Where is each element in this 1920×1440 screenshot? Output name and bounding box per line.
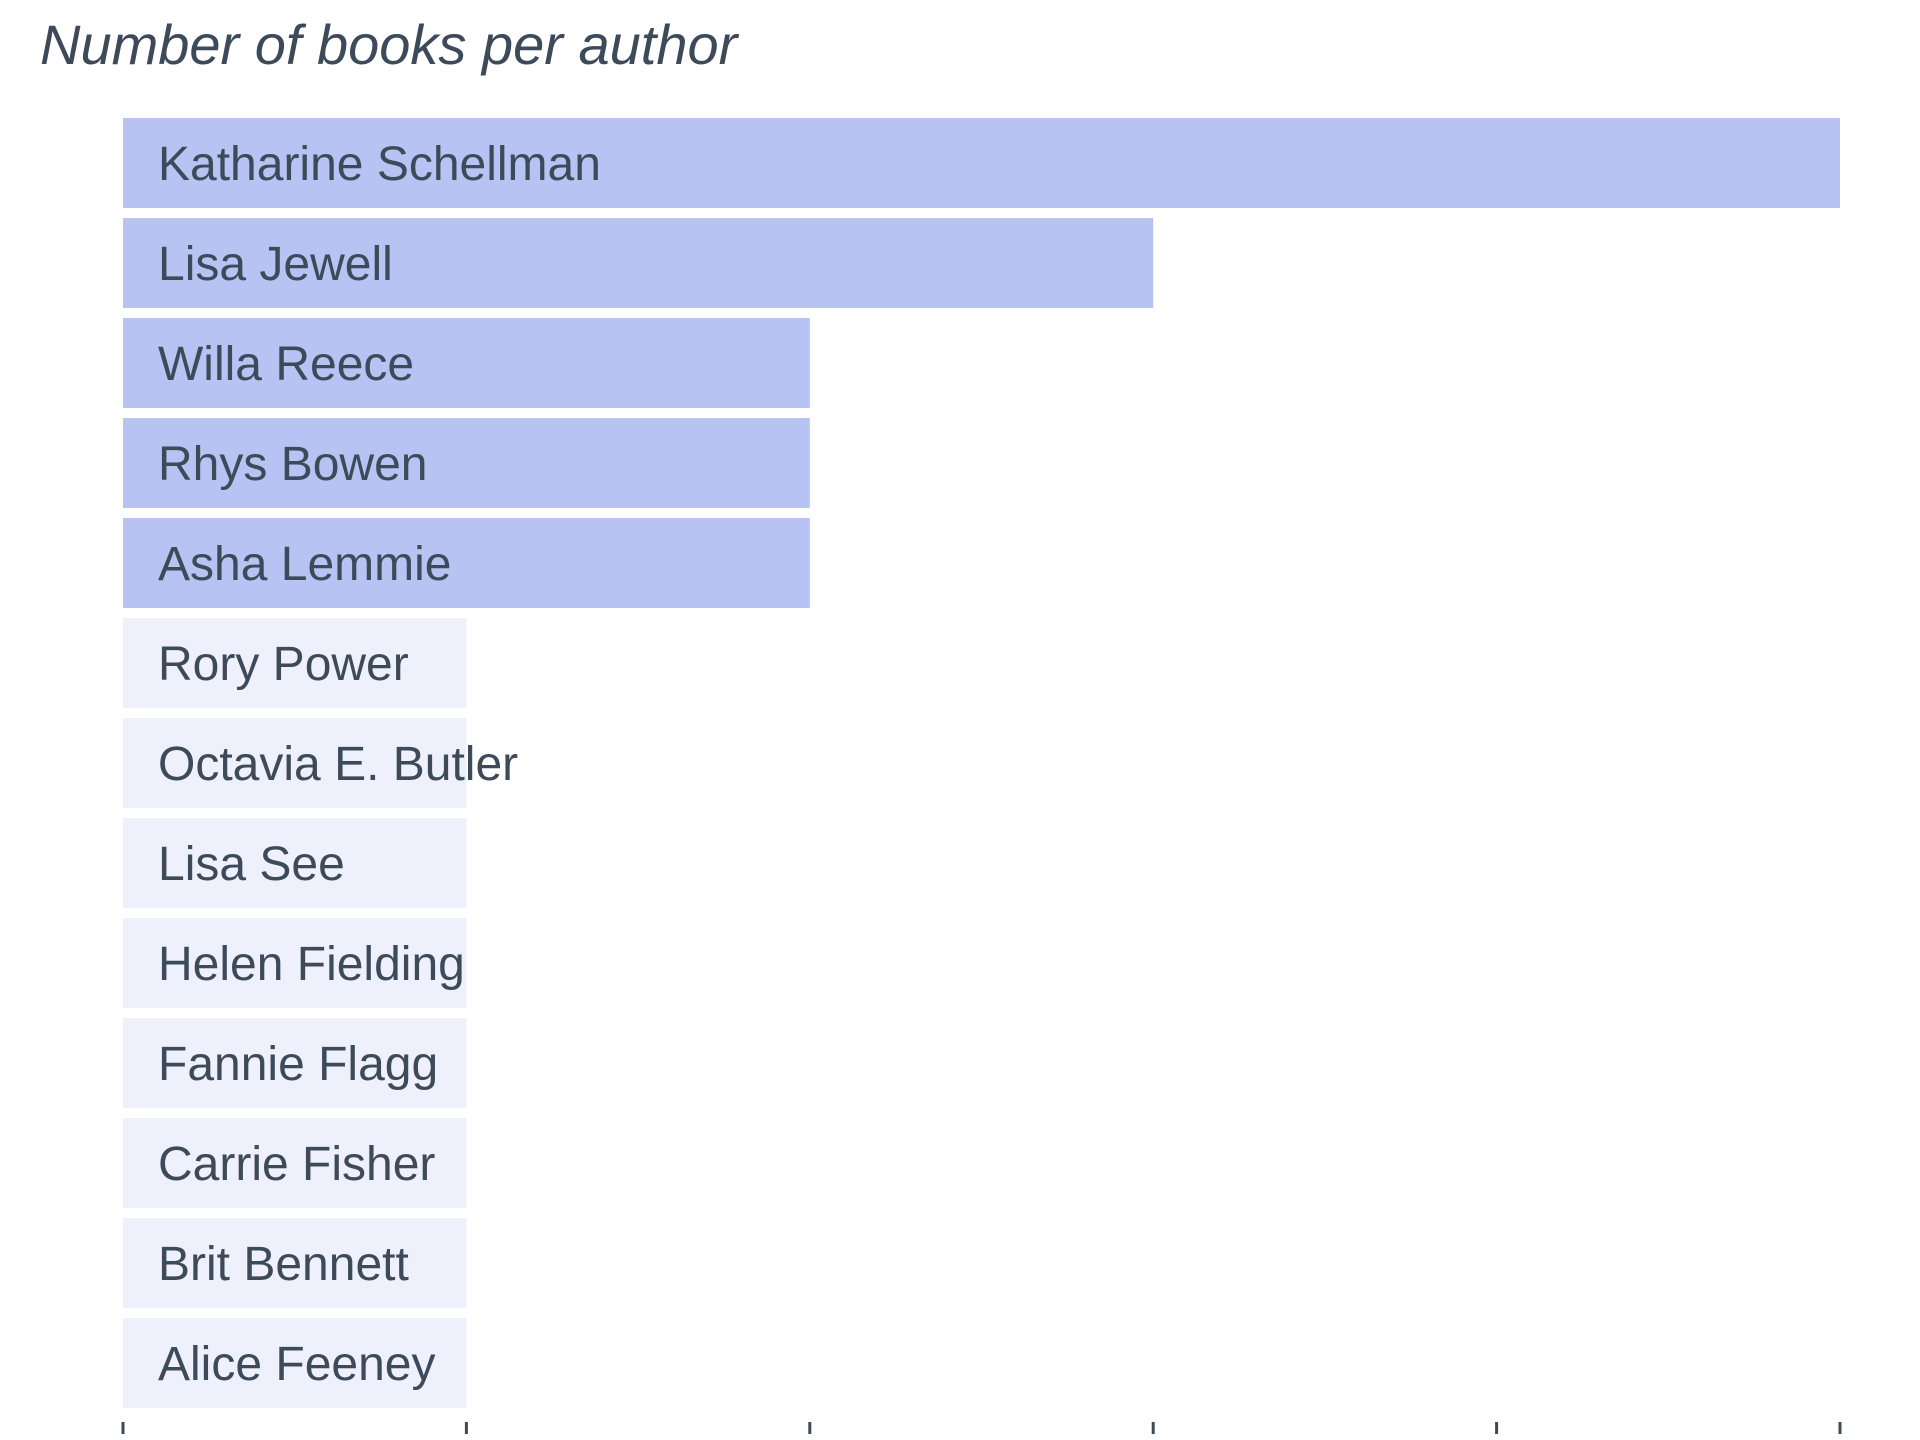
bar-label: Asha Lemmie (158, 538, 451, 591)
bar-label: Rhys Bowen (158, 438, 427, 491)
bar-label: Willa Reece (158, 338, 414, 391)
bar-lisa-jewell (123, 218, 1154, 308)
bar-katharine-schellman (123, 118, 1840, 208)
bar-asha-lemmie (123, 518, 810, 608)
bar-label: Brit Bennett (158, 1238, 409, 1291)
bar-label: Alice Feeney (158, 1338, 435, 1391)
bar-label: Rory Power (158, 638, 409, 691)
bar-label: Helen Fielding (158, 938, 465, 991)
bar-alice-feeney (123, 1318, 467, 1408)
bar-brit-bennett (123, 1218, 467, 1308)
bar-label: Carrie Fisher (158, 1138, 435, 1191)
bar-label: Lisa Jewell (158, 238, 393, 291)
bars-group (123, 118, 1840, 1408)
bar-helen-fielding (123, 918, 467, 1008)
bar-label: Fannie Flagg (158, 1038, 438, 1091)
bar-label: Lisa See (158, 838, 345, 891)
bar-fannie-flagg (123, 1018, 467, 1108)
bar-carrie-fisher (123, 1118, 467, 1208)
bar-label: Katharine Schellman (158, 138, 601, 191)
bar-octavia-e-butler (123, 718, 467, 808)
bar-lisa-see (123, 818, 467, 908)
bar-rhys-bowen (123, 418, 810, 508)
bar-labels-group: Katharine Schellman Lisa Jewell Willa Reec… (158, 138, 601, 1391)
chart-title: Number of books per author (40, 13, 738, 76)
bar-rory-power (123, 618, 467, 708)
bar-willa-reece (123, 318, 810, 408)
x-axis-ticks (121, 1422, 1842, 1434)
bar-label: Octavia E. Butler (158, 738, 518, 791)
